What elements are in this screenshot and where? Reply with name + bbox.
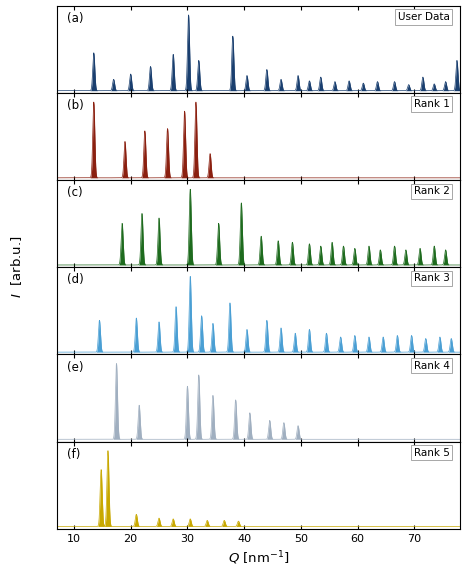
- Text: Rank 5: Rank 5: [414, 447, 450, 458]
- Text: (a): (a): [67, 12, 83, 25]
- Text: (c): (c): [67, 186, 82, 199]
- Text: (b): (b): [67, 99, 84, 112]
- Text: Rank 2: Rank 2: [414, 186, 450, 196]
- Text: (e): (e): [67, 360, 83, 374]
- Text: $I$  [arb.u.]: $I$ [arb.u.]: [9, 236, 25, 299]
- Text: (d): (d): [67, 274, 84, 286]
- X-axis label: $Q$ [nm$^{-1}$]: $Q$ [nm$^{-1}$]: [228, 549, 289, 566]
- Text: Rank 1: Rank 1: [414, 99, 450, 109]
- Text: User Data: User Data: [398, 12, 450, 22]
- Text: (f): (f): [67, 447, 80, 461]
- Text: Rank 4: Rank 4: [414, 360, 450, 371]
- Text: Rank 3: Rank 3: [414, 274, 450, 284]
